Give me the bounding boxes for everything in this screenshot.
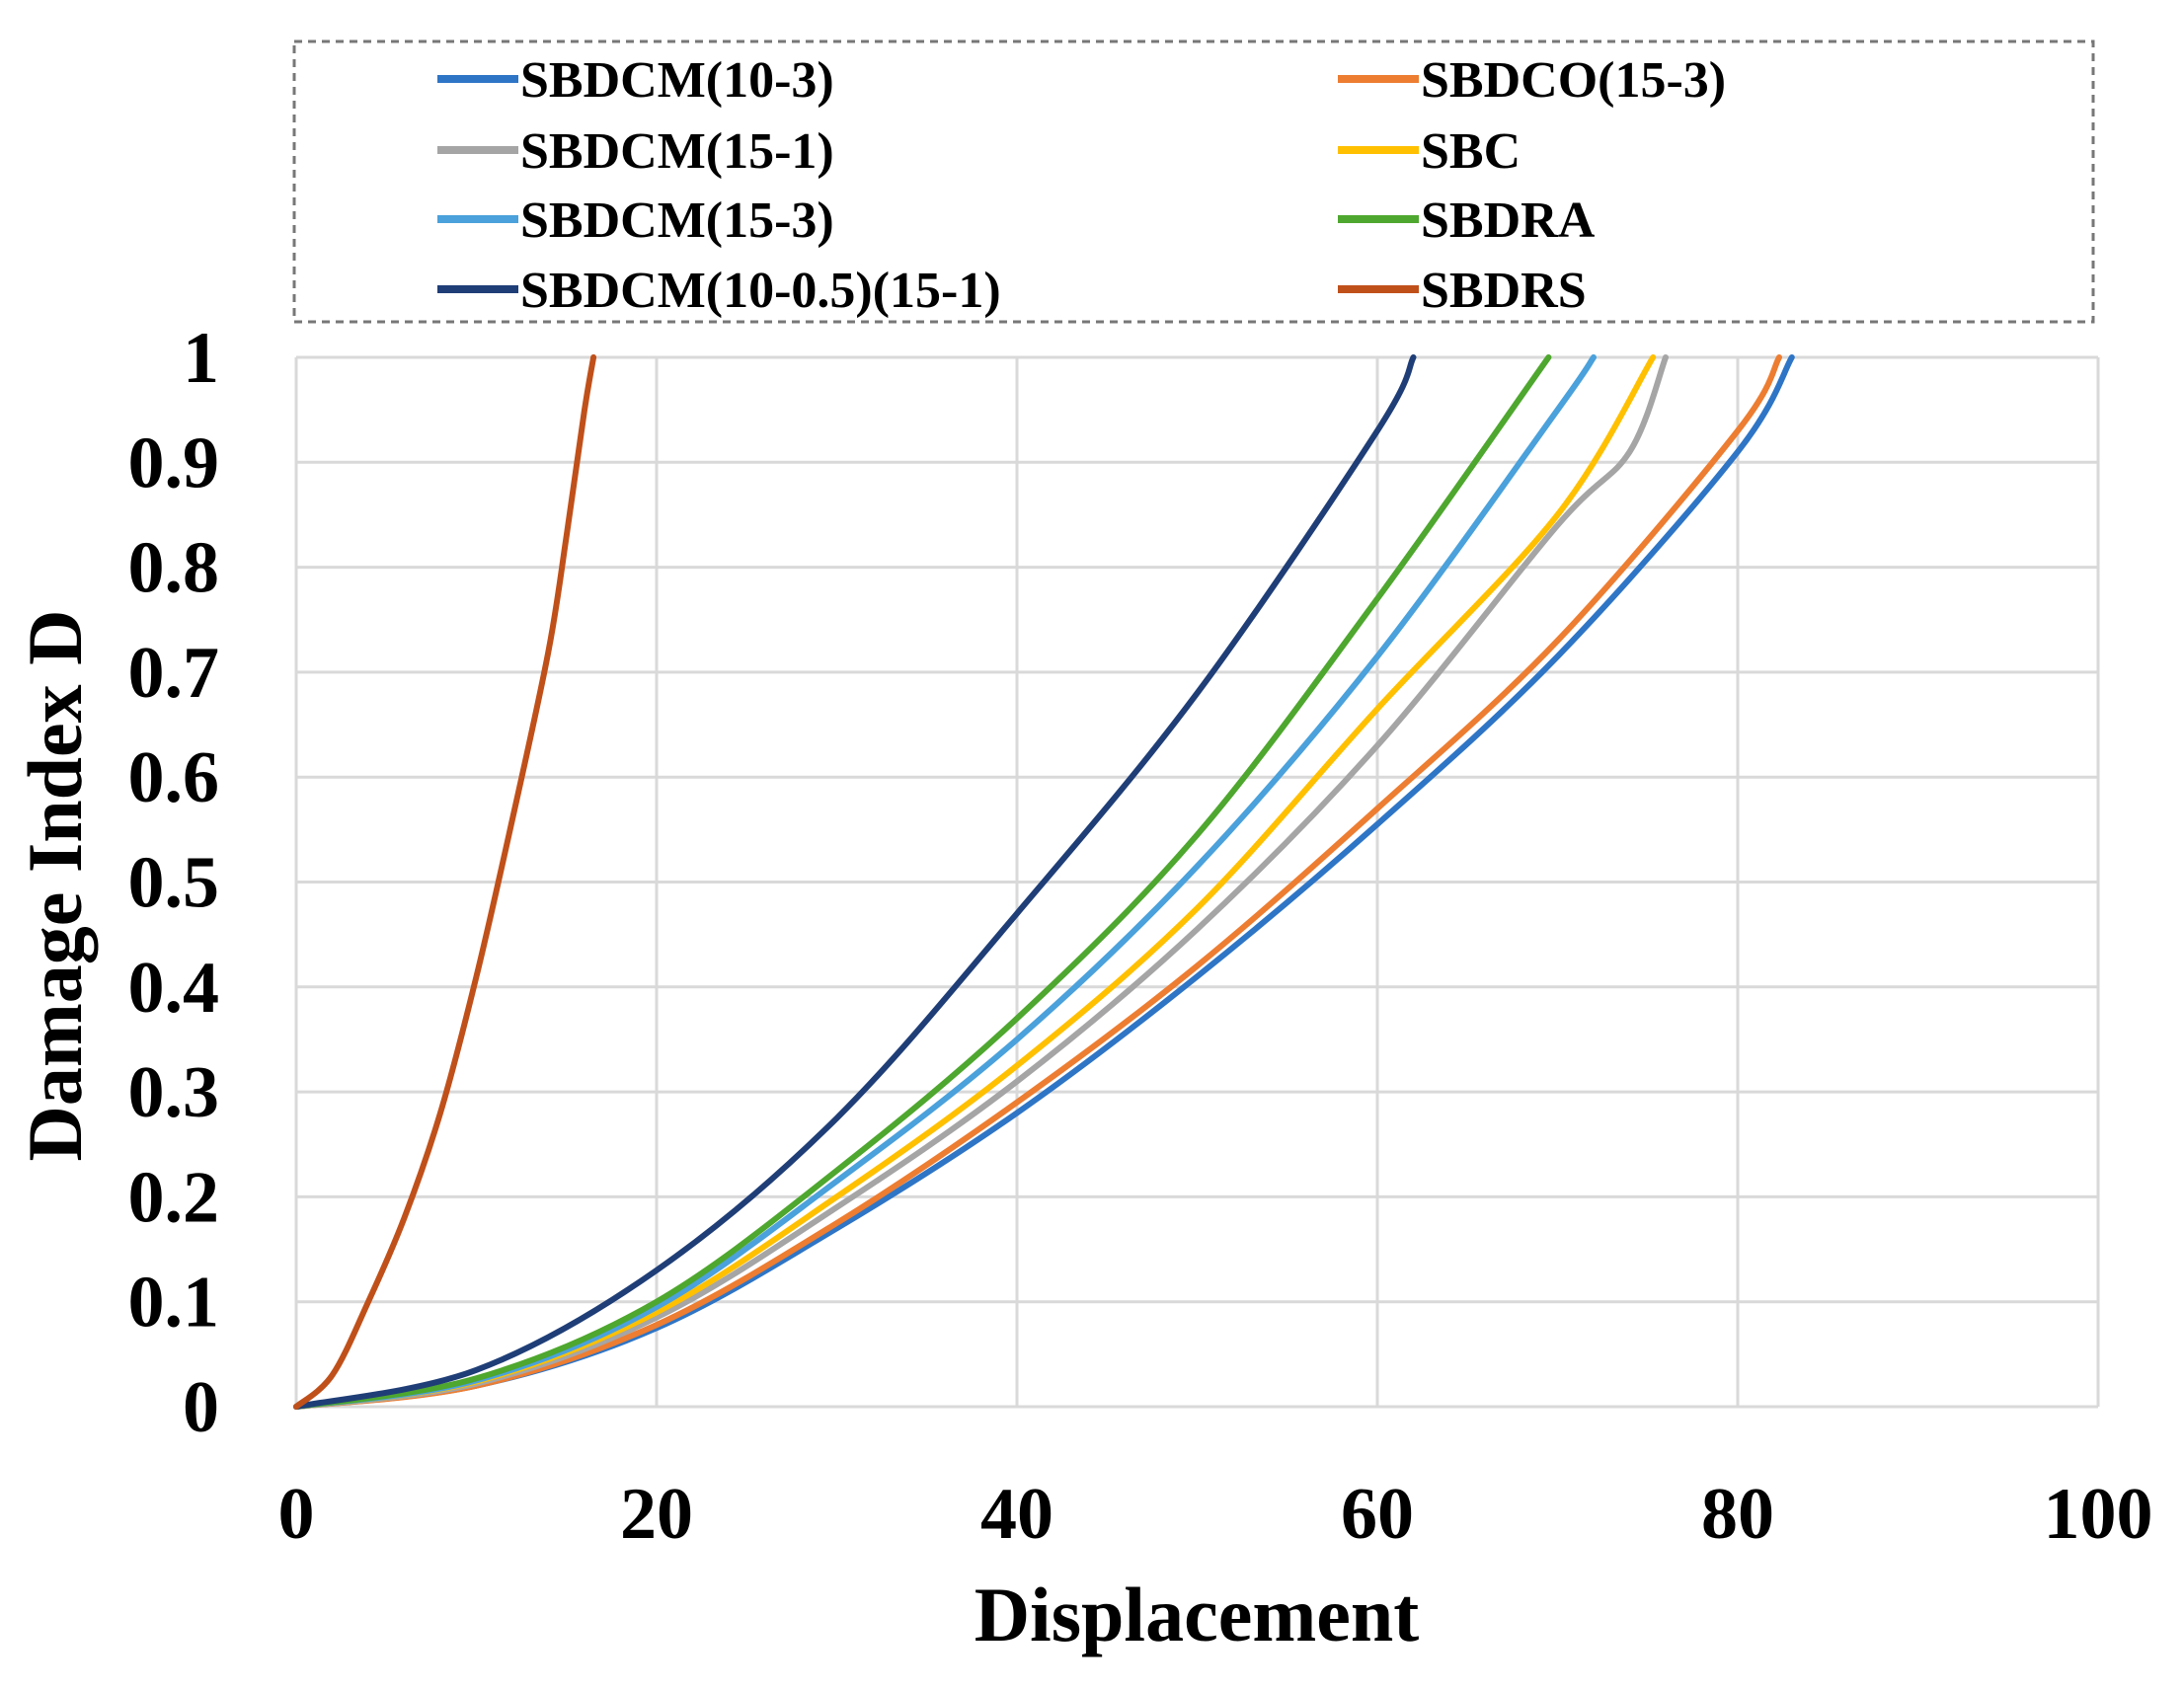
series-line-2 <box>293 354 1669 1410</box>
legend-label: SBDCM(15-3) <box>520 192 834 249</box>
y-tick-label: 0.7 <box>128 633 220 714</box>
x-tick-label: 60 <box>1341 1474 1414 1555</box>
x-tick-label: 0 <box>278 1474 315 1555</box>
y-tick-label: 0.6 <box>128 737 220 818</box>
y-tick-label: 1 <box>183 318 219 399</box>
x-axis-title: Displacement <box>975 1572 1420 1657</box>
legend-box <box>292 39 2095 324</box>
series-line-6 <box>293 354 1417 1410</box>
legend-label: SBDCM(10-0.5)(15-1) <box>520 263 1001 319</box>
y-tick-label: 0.3 <box>128 1052 220 1133</box>
x-tick-label: 20 <box>620 1474 693 1555</box>
y-axis-title: Damage Index D <box>12 610 98 1162</box>
x-tick-label: 80 <box>1701 1474 1774 1555</box>
legend-label: SBC <box>1421 123 1521 180</box>
series-line-5 <box>293 354 1552 1410</box>
y-tick-label: 0.2 <box>128 1157 220 1238</box>
legend-label: SBDRS <box>1421 263 1587 319</box>
y-axis-ticks: 0 0.1 0.2 0.3 0.4 0.5 0.6 0.7 0.8 0.9 1 <box>128 318 220 1448</box>
y-tick-label: 0.5 <box>128 843 220 924</box>
series-line-7 <box>293 354 597 1410</box>
y-tick-label: 0.9 <box>128 423 220 503</box>
y-tick-label: 0 <box>183 1367 219 1448</box>
y-tick-label: 0.1 <box>128 1263 220 1344</box>
y-tick-label: 0.4 <box>128 948 220 1029</box>
gridlines <box>294 355 2100 1409</box>
legend-label: SBDRA <box>1421 192 1596 249</box>
y-tick-label: 0.8 <box>128 528 220 609</box>
series-line-1 <box>293 354 1782 1410</box>
legend: SBDCM(10-3) SBDCO(15-3) SBDCM(15-1) SBC SBDC… <box>292 39 2095 324</box>
legend-label: SBDCM(15-1) <box>520 123 834 180</box>
x-tick-label: 100 <box>2044 1474 2153 1555</box>
x-axis-ticks: 0 20 40 60 80 100 <box>278 1474 2153 1555</box>
x-tick-label: 40 <box>980 1474 1053 1555</box>
legend-label: SBDCM(10-3) <box>520 52 834 109</box>
series-layer <box>293 354 1795 1410</box>
legend-label: SBDCO(15-3) <box>1421 52 1726 109</box>
